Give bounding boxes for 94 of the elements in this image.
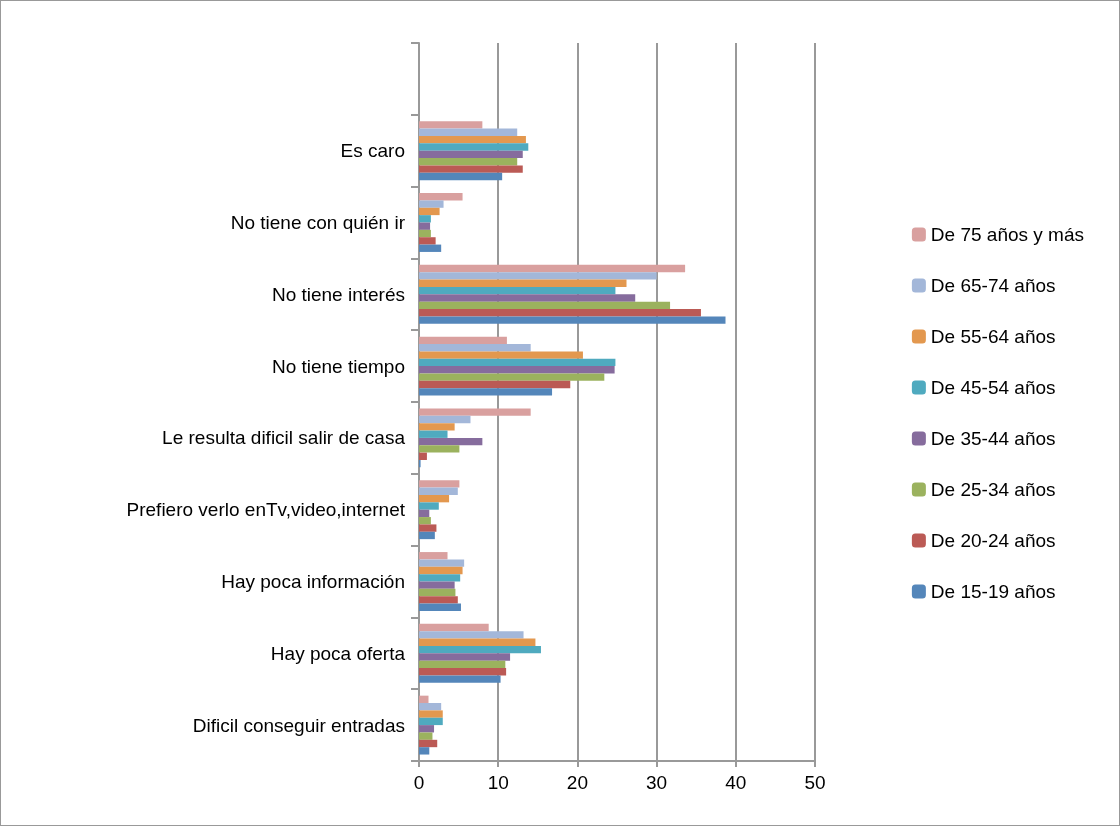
bar: [419, 588, 456, 597]
x-tick-label: 20: [566, 772, 588, 793]
bar: [419, 445, 460, 453]
bar: [419, 452, 427, 460]
bar: [419, 703, 442, 711]
bar: [419, 531, 435, 540]
bar: [419, 717, 443, 726]
bar: [419, 408, 531, 416]
bar: [419, 279, 627, 287]
legend-label: De 15-19 años: [930, 581, 1056, 602]
y-tick-label: Le resulta dificil salir de casa: [162, 427, 406, 449]
bar: [419, 344, 531, 352]
bar: [419, 725, 435, 733]
bar: [419, 653, 511, 661]
bar: [419, 596, 458, 604]
bar: [419, 423, 455, 431]
bar: [419, 487, 458, 495]
bar: [419, 603, 461, 611]
bar: [419, 574, 461, 582]
y-tick-label: Hay poca información: [221, 571, 405, 592]
y-tick-label: No tiene interés: [271, 283, 405, 305]
bar: [419, 336, 507, 345]
bar: [419, 660, 506, 669]
x-tick-label: 40: [725, 772, 747, 793]
y-tick-label: Es caro: [340, 140, 405, 162]
bar: [419, 264, 686, 273]
bar: [419, 207, 440, 216]
bar: [419, 695, 429, 704]
bar: [419, 165, 523, 173]
bar: [419, 150, 523, 159]
bar: [419, 566, 463, 575]
legend-label: De 55-64 años: [930, 326, 1056, 347]
bar: [419, 494, 450, 503]
bar: [419, 143, 529, 151]
y-tick-label: No tiene tiempo: [271, 355, 405, 377]
bar: [419, 732, 433, 740]
x-tick-label: 30: [646, 772, 668, 793]
bar: [419, 358, 616, 367]
bar: [419, 286, 616, 295]
bar: [419, 631, 524, 639]
y-tick-label: No tiene con quién ir: [230, 212, 406, 233]
bar: [419, 710, 443, 718]
bar: [419, 668, 507, 676]
bar: [419, 502, 439, 510]
bar: [419, 415, 471, 424]
bar: [419, 747, 430, 755]
bar: [419, 517, 431, 525]
bar: [419, 172, 503, 181]
bar: [419, 373, 605, 381]
y-tick-label: Prefiero verlo enTv,video,internet: [126, 499, 406, 521]
legend-label: De 25-34 años: [930, 479, 1056, 500]
bar: [419, 309, 701, 317]
bar: [419, 559, 465, 567]
bar: [419, 437, 483, 446]
legend-label: De 20-24 años: [930, 530, 1056, 551]
x-tick-label: 10: [487, 772, 509, 793]
x-tick-label: 0: [413, 772, 425, 793]
bar: [419, 301, 671, 310]
bar: [419, 316, 726, 324]
bar: [419, 294, 636, 302]
bar: [419, 380, 571, 389]
bar: [419, 739, 438, 748]
bar: [419, 237, 436, 245]
bar: [419, 581, 455, 589]
bar: [419, 351, 583, 359]
bar: [419, 272, 657, 280]
bar: [419, 509, 430, 518]
bar: [419, 244, 442, 252]
bar: [419, 229, 431, 238]
bar: [419, 675, 501, 683]
legend-label: De 65-74 años: [930, 275, 1056, 296]
legend-label: De 35-44 años: [930, 428, 1056, 449]
bar: [419, 135, 526, 144]
bar: [419, 128, 518, 136]
bar: [419, 121, 483, 129]
bar: [419, 193, 463, 201]
bar: [419, 158, 518, 166]
bar: [419, 388, 553, 396]
bar: [419, 480, 460, 488]
bar: [419, 524, 437, 532]
y-tick-label: Dificil conseguir entradas: [192, 714, 405, 736]
bar: [419, 638, 536, 646]
x-tick-label: 50: [804, 772, 826, 793]
bar: [419, 623, 489, 632]
bar: [419, 222, 431, 230]
bar: [419, 552, 448, 560]
legend-label: De 75 años y más: [930, 224, 1085, 245]
bar: [419, 215, 431, 223]
bar: [419, 366, 615, 374]
bar: [419, 200, 444, 208]
y-tick-label: Hay poca oferta: [270, 642, 406, 664]
bar: [419, 430, 448, 438]
bar: [419, 645, 541, 654]
legend-label: De 45-54 años: [930, 377, 1056, 398]
